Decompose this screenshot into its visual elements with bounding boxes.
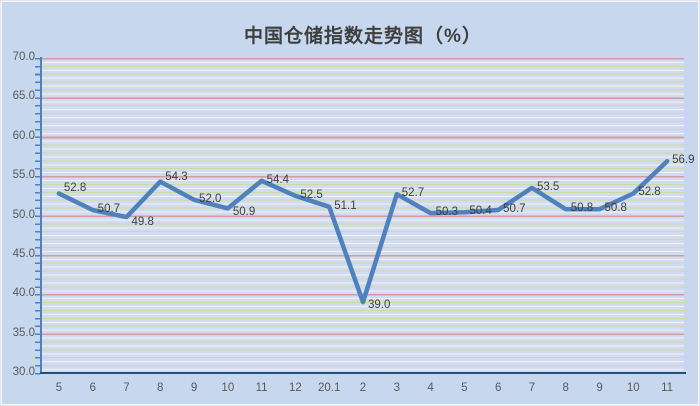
data-label: 52.8 — [638, 186, 661, 199]
data-label: 54.3 — [165, 170, 188, 183]
x-tick-label: 7 — [123, 382, 130, 394]
x-tick-label: 9 — [596, 382, 603, 394]
x-axis-line — [40, 372, 686, 374]
x-tick-label: 9 — [190, 382, 198, 394]
x-tick-label: 11 — [661, 382, 674, 394]
x-tick-label: 20.1 — [318, 382, 341, 394]
y-tick-label: 60.0 — [12, 129, 35, 142]
data-label: 52.8 — [63, 182, 87, 195]
y-axis-ticks — [35, 58, 40, 375]
x-tick-label: 4 — [427, 382, 434, 394]
data-label: 50.3 — [435, 206, 458, 219]
data-label: 50.4 — [469, 205, 492, 218]
y-tick-label: 65.0 — [12, 90, 35, 103]
x-tick-label: 6 — [494, 382, 502, 394]
y-tick-label: 35.0 — [12, 326, 35, 339]
data-label: 54.4 — [266, 173, 290, 186]
y-tick-label: 70.0 — [12, 51, 35, 63]
data-label: 56.9 — [672, 154, 695, 167]
y-tick-label: 55.0 — [12, 169, 35, 182]
data-label: 50.8 — [604, 202, 627, 215]
data-label: 50.7 — [503, 202, 526, 215]
x-tick-label: 11 — [255, 382, 268, 394]
x-tick-label: 3 — [393, 382, 400, 394]
x-tick-label: 10 — [626, 382, 640, 394]
data-label: 51.1 — [334, 199, 357, 212]
x-tick-label: 6 — [89, 382, 96, 394]
data-label: 50.8 — [570, 202, 594, 215]
x-tick-label: 2 — [359, 382, 367, 394]
y-tick-label: 45.0 — [12, 247, 35, 260]
data-label: 53.5 — [536, 180, 560, 193]
data-label: 50.7 — [97, 202, 121, 215]
data-label: 52.0 — [199, 192, 222, 205]
y-axis-line — [40, 57, 42, 374]
y-tick-label: 50.0 — [12, 208, 35, 221]
chart-title: 中国仓储指数走势图（%） — [244, 26, 482, 47]
data-label: 49.8 — [131, 216, 154, 229]
x-tick-label: 12 — [289, 382, 302, 394]
y-tick-label: 40.0 — [12, 287, 35, 300]
x-tick-label: 8 — [157, 382, 164, 394]
x-tick-label: 5 — [461, 382, 468, 394]
data-label: 52.5 — [300, 188, 323, 201]
data-label: 50.9 — [232, 206, 256, 219]
data-label: 39.0 — [368, 299, 391, 312]
x-tick-label: 7 — [528, 382, 536, 394]
data-label: 52.7 — [401, 187, 425, 200]
x-tick-label: 5 — [55, 382, 63, 394]
x-tick-label: 8 — [562, 382, 569, 394]
y-tick-label: 30.0 — [12, 366, 35, 378]
x-tick-label: 10 — [221, 382, 235, 394]
